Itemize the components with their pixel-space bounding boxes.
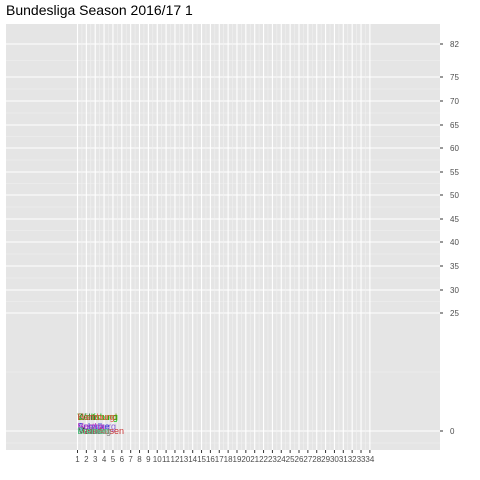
y-tick-label: 30 [450, 286, 459, 295]
plot-background [6, 24, 440, 450]
y-tick-label: 25 [450, 309, 459, 318]
x-tick-label: 4 [102, 455, 107, 464]
team-label: Dortmund [78, 412, 118, 422]
x-tick-label: 20 [241, 455, 250, 464]
team-label: Hamburg [78, 412, 115, 422]
y-tick-label: 60 [450, 144, 459, 153]
x-tick-label: 13 [179, 455, 188, 464]
x-tick-label: 7 [128, 455, 133, 464]
x-tick-label: 12 [171, 455, 180, 464]
y-tick-label: 35 [450, 262, 459, 271]
x-tick-label: 27 [303, 455, 312, 464]
x-tick-label: 29 [321, 455, 330, 464]
y-tick-label: 82 [450, 40, 459, 49]
y-tick-label: 40 [450, 238, 459, 247]
x-tick-label: 32 [348, 455, 357, 464]
x-tick-label: 31 [339, 455, 348, 464]
x-tick-label: 11 [162, 455, 171, 464]
y-tick-label: 75 [450, 73, 459, 82]
x-tick-label: 21 [250, 455, 259, 464]
y-tick-label: 65 [450, 121, 459, 130]
x-tick-label: 8 [137, 455, 142, 464]
x-tick-label: 19 [233, 455, 242, 464]
x-tick-label: 15 [197, 455, 206, 464]
x-tick-label: 5 [111, 455, 116, 464]
x-tick-label: 24 [277, 455, 286, 464]
y-tick-label: 50 [450, 191, 459, 200]
x-tick-label: 6 [120, 455, 125, 464]
x-tick-label: 23 [268, 455, 277, 464]
x-tick-label: 34 [365, 455, 374, 464]
team-label: Bremen [78, 426, 110, 436]
y-axis: 0 25 30 35 40 45 50 55 60 65 70 75 82 [440, 40, 459, 436]
x-tick-label: 2 [84, 455, 89, 464]
x-tick-label: 22 [259, 455, 268, 464]
x-tick-label: 30 [330, 455, 339, 464]
x-tick-label: 10 [153, 455, 162, 464]
y-tick-label: 45 [450, 215, 459, 224]
team-label: Leverkusen [78, 426, 125, 436]
data-labels: WolfsburgDortmundKölnHamburgAugsburgScha… [78, 412, 125, 436]
team-label: Augsburg [78, 421, 117, 431]
team-label: Wolfsburg [78, 412, 118, 422]
team-label: Mainz [78, 426, 103, 436]
x-tick-label: 25 [286, 455, 295, 464]
x-axis: 1 2 3 4 5 6 7 8 9 10 11 12 13 14 15 16 17 18 19 20 21 22 23 24 2… [75, 450, 375, 464]
y-tick-label: 0 [450, 427, 455, 436]
x-tick-label: 33 [357, 455, 366, 464]
x-tick-label: 9 [146, 455, 151, 464]
x-tick-label: 1 [75, 455, 80, 464]
grid-lines [6, 24, 440, 450]
x-tick-label: 17 [215, 455, 224, 464]
x-tick-label: 18 [224, 455, 233, 464]
chart-title: Bundesliga Season 2016/17 1 [6, 2, 193, 18]
x-tick-label: 14 [188, 455, 197, 464]
y-tick-label: 70 [450, 97, 459, 106]
y-tick-label: 55 [450, 168, 459, 177]
x-tick-label: 28 [312, 455, 321, 464]
team-label: Freiburg [78, 426, 112, 436]
team-label: Hertha [78, 421, 105, 431]
team-label: Köln [78, 412, 96, 422]
x-tick-label: 3 [93, 455, 98, 464]
x-tick-label: 16 [206, 455, 215, 464]
team-label: Schalke [78, 421, 110, 431]
x-tick-label: 26 [295, 455, 304, 464]
